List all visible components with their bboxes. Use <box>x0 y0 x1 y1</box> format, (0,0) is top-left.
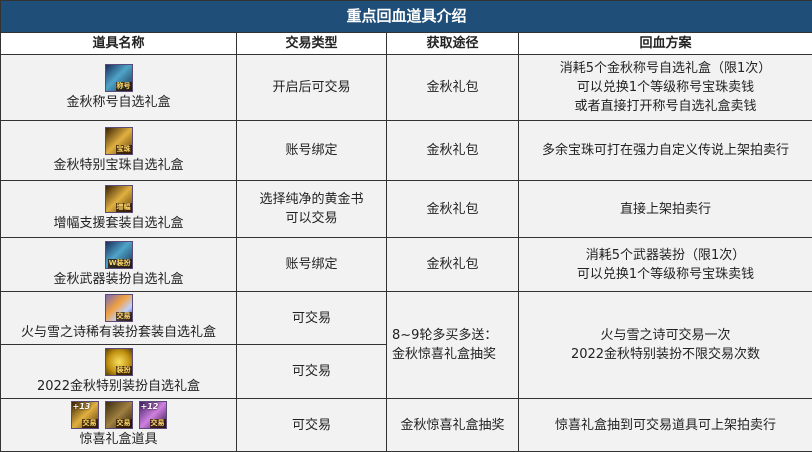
item-cell: 交易火与雪之诗稀有装扮套装自选礼盒 <box>0 291 237 345</box>
source: 金秋惊喜礼盒抽奖 <box>386 398 519 452</box>
orb-box-icon: 宝珠 <box>104 126 133 155</box>
amplify-box-icon: 增幅 <box>104 185 133 213</box>
plan: 惊喜礼盒抽到可交易道具可上架拍卖行 <box>517 398 812 452</box>
weapon-avatar-box-icon: W装扮 <box>104 240 133 269</box>
item-cell: W装扮金秋武器装扮自选礼盒 <box>0 237 237 292</box>
item-cell: +13 交易 交易 +12 交易 惊喜礼盒道具 <box>0 398 237 452</box>
item-name: 增幅支援套装自选礼盒 <box>53 216 184 231</box>
source-merged: 8~9轮多买多送： 金秋惊喜礼盒抽奖 <box>386 291 519 399</box>
plan: 消耗5个武器装扮（限1次） 可以兑换1个等级称号宝珠卖钱 <box>517 237 812 292</box>
item-cell: 宝珠金秋特别宝珠自选礼盒 <box>0 120 237 181</box>
item-name: 金秋武器装扮自选礼盒 <box>53 271 184 287</box>
item-name: 金秋特别宝珠自选礼盒 <box>53 157 184 173</box>
trade-type: 账号绑定 <box>236 120 387 181</box>
table-row: 交易 火与雪之诗稀有装扮套装自选礼盒 可交易 8~9轮多买多送： 金秋惊喜礼盒抽奖 … <box>0 291 812 399</box>
trade-type: 可交易 <box>236 344 387 399</box>
trade-type: 可交易 <box>236 291 387 345</box>
header-item-name: 道具名称 <box>0 32 237 55</box>
source: 金秋礼包 <box>386 180 519 238</box>
table-title: 重点回血道具介绍 <box>0 0 812 33</box>
table-row: 增幅增幅支援套装自选礼盒 选择纯净的黄金书 可以交易 金秋礼包 直接上架拍卖行 <box>0 180 812 238</box>
item-name: 金秋称号自选礼盒 <box>66 94 171 110</box>
trade-type: 开启后可交易 <box>236 54 387 121</box>
table-row: +13 交易 交易 +12 交易 惊喜礼盒道具 可交易 金秋惊喜礼盒抽奖 惊喜礼盒抽… <box>0 398 812 452</box>
header-plan: 回血方案 <box>517 32 812 55</box>
item-icon: 交易 <box>104 401 133 429</box>
table-row: W装扮金秋武器装扮自选礼盒 账号绑定 金秋礼包 消耗5个武器装扮（限1次） 可以兑… <box>0 237 812 292</box>
item-cell: 称号金秋称号自选礼盒 <box>0 54 237 121</box>
plan: 直接上架拍卖行 <box>517 180 812 238</box>
fire-snow-avatar-box-icon: 交易 <box>104 294 133 322</box>
item-name: 火与雪之诗稀有装扮套装自选礼盒 <box>20 325 216 340</box>
source: 金秋礼包 <box>386 120 519 181</box>
plus13-card-icon: +13 交易 <box>70 401 99 429</box>
plan-merged: 火与雪之诗可交易一次 2022金秋特别装扮不限交易次数 <box>517 291 812 399</box>
title-box-icon: 称号 <box>104 63 133 92</box>
item-cell: 装扮 2022金秋特别装扮自选礼盒 <box>0 344 237 399</box>
trade-type: 选择纯净的黄金书 可以交易 <box>236 180 387 238</box>
item-cell: 增幅增幅支援套装自选礼盒 <box>0 180 237 238</box>
table-row: 装扮 2022金秋特别装扮自选礼盒 可交易 <box>0 344 812 399</box>
table-row: 称号金秋称号自选礼盒 开启后可交易 金秋礼包 消耗5个金秋称号自选礼盒（限1次）… <box>0 54 812 121</box>
plan: 多余宝珠可打在强力自定义传说上架拍卖行 <box>517 120 812 181</box>
source: 金秋礼包 <box>386 54 519 121</box>
plan: 消耗5个金秋称号自选礼盒（限1次） 可以兑换1个等级称号宝珠卖钱 或者直接打开称号自… <box>517 54 812 121</box>
item-name: 2022金秋特别装扮自选礼盒 <box>36 378 201 394</box>
trade-type: 账号绑定 <box>236 237 387 292</box>
special-avatar-box-icon: 装扮 <box>104 347 133 376</box>
table-row: 宝珠金秋特别宝珠自选礼盒 账号绑定 金秋礼包 多余宝珠可打在强力自定义传说上架拍… <box>0 120 812 181</box>
item-name: 惊喜礼盒道具 <box>79 432 158 447</box>
plus12-card-icon: +12 交易 <box>138 401 167 429</box>
header-source: 获取途径 <box>386 32 519 55</box>
source: 金秋礼包 <box>386 237 519 292</box>
trade-type: 可交易 <box>236 398 387 452</box>
header-trade-type: 交易类型 <box>236 32 387 55</box>
